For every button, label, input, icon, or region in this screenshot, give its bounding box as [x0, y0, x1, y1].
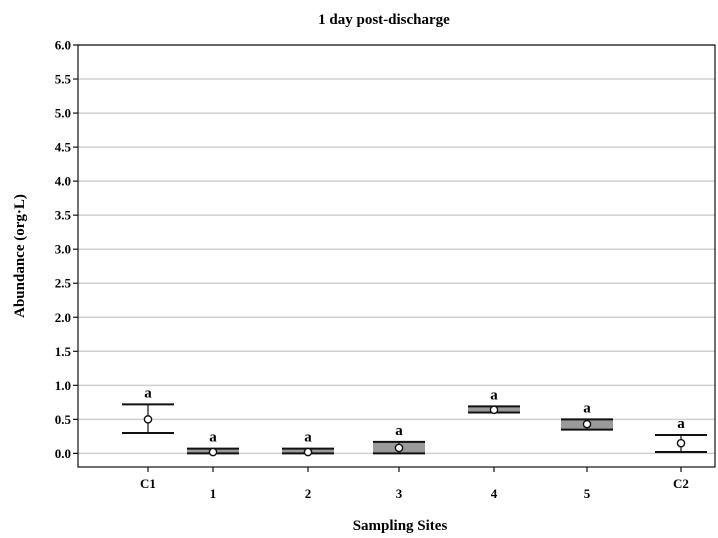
box-group: a: [187, 430, 239, 457]
box-group: a: [282, 430, 334, 457]
mean-marker: [143, 415, 153, 424]
box-group: a: [468, 387, 520, 415]
significance-letter: a: [209, 430, 217, 446]
y-axis-ticks: 0.0 0.5 1.0 1.5 2.0 2.5 3.0 3.5 4.0 4.5 5.0 5.5 6.0: [55, 38, 78, 461]
y-tick-label: 5.5: [55, 72, 72, 87]
chart-title: 1 day post-discharge: [318, 12, 450, 28]
box-plot-marks: a a a a a a a: [122, 385, 707, 457]
mean-marker: [394, 443, 404, 453]
box-group: a: [373, 423, 425, 455]
x-axis-ticks: C1 1 2 3 4 5 C2: [140, 467, 689, 501]
y-tick-label: 4.5: [55, 140, 72, 155]
mean-marker: [303, 447, 313, 457]
y-axis-label: Abundance (org·L): [12, 194, 28, 318]
x-tick-label: 2: [305, 486, 312, 501]
x-tick-label: C1: [140, 476, 156, 491]
significance-letter: a: [677, 416, 685, 432]
y-tick-label: 1.0: [55, 378, 71, 393]
y-tick-label: 1.5: [55, 344, 72, 359]
y-tick-label: 3.5: [55, 208, 72, 223]
x-tick-label: 3: [396, 486, 403, 501]
significance-letter: a: [490, 387, 498, 403]
x-tick-label: 1: [210, 486, 217, 501]
box-group: a: [655, 416, 707, 454]
y-tick-label: 5.0: [55, 106, 71, 121]
box-group: a: [122, 385, 174, 434]
y-tick-label: 0.0: [55, 446, 71, 461]
x-tick-label: C2: [673, 476, 689, 491]
plot-frame: [77, 44, 716, 468]
significance-letter: a: [144, 385, 152, 401]
x-tick-label: 4: [491, 486, 498, 501]
y-tick-label: 2.0: [55, 310, 71, 325]
mean-marker: [676, 438, 686, 448]
y-tick-label: 6.0: [55, 38, 71, 53]
mean-marker: [208, 447, 218, 457]
box-group: a: [561, 400, 613, 431]
significance-letter: a: [395, 423, 403, 439]
significance-letter: a: [583, 400, 591, 416]
grid-lines: [78, 44, 715, 455]
y-tick-label: 2.5: [55, 276, 72, 291]
x-tick-label: 5: [584, 486, 591, 501]
y-tick-label: 3.0: [55, 242, 71, 257]
y-tick-label: 4.0: [55, 174, 71, 189]
mean-marker: [582, 419, 592, 429]
mean-marker: [489, 405, 499, 415]
significance-letter: a: [304, 430, 312, 446]
x-axis-label: Sampling Sites: [353, 518, 448, 534]
y-tick-label: 0.5: [55, 412, 72, 427]
